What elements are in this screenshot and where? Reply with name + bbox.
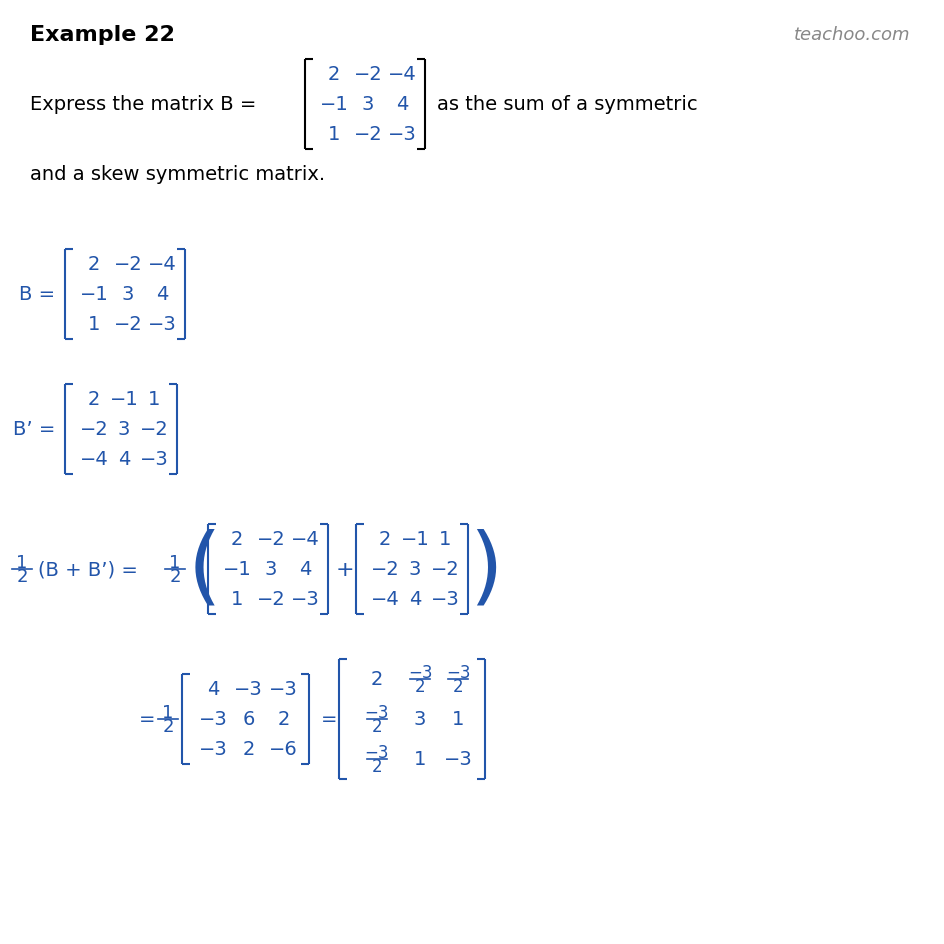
Text: 1: 1 xyxy=(162,703,174,721)
Text: 3: 3 xyxy=(409,560,421,579)
Text: 1: 1 xyxy=(451,710,464,729)
Text: −2: −2 xyxy=(257,590,285,609)
Text: 4: 4 xyxy=(409,590,421,609)
Text: −2: −2 xyxy=(257,530,285,548)
Text: 1: 1 xyxy=(147,390,160,409)
Text: −2: −2 xyxy=(113,315,143,334)
Text: 4: 4 xyxy=(207,680,219,699)
Text: −2: −2 xyxy=(353,65,382,84)
Text: 3: 3 xyxy=(118,420,130,439)
Text: −3: −3 xyxy=(199,710,228,729)
Text: 1: 1 xyxy=(230,590,243,609)
Text: 2: 2 xyxy=(452,677,463,696)
Text: −3: −3 xyxy=(364,703,389,721)
Text: −3: −3 xyxy=(291,590,319,609)
Text: 3: 3 xyxy=(122,285,134,304)
Text: −2: −2 xyxy=(140,420,168,439)
Text: (B + B’) =: (B + B’) = xyxy=(38,560,138,579)
Text: 4: 4 xyxy=(298,560,311,579)
Text: −3: −3 xyxy=(199,740,228,759)
Text: as the sum of a symmetric: as the sum of a symmetric xyxy=(436,95,697,114)
Text: −4: −4 xyxy=(147,255,177,274)
Text: −1: −1 xyxy=(110,390,138,409)
Text: 2: 2 xyxy=(277,710,290,729)
Text: −1: −1 xyxy=(400,530,429,548)
Text: −1: −1 xyxy=(223,560,251,579)
Text: −3: −3 xyxy=(443,750,472,768)
Text: −4: −4 xyxy=(370,590,399,609)
Text: 4: 4 xyxy=(396,95,408,114)
Text: 6: 6 xyxy=(242,710,255,729)
Text: −4: −4 xyxy=(291,530,319,548)
Text: 3: 3 xyxy=(362,95,374,114)
Text: −4: −4 xyxy=(387,65,416,84)
Text: Example 22: Example 22 xyxy=(30,25,175,45)
Text: 2: 2 xyxy=(169,567,180,585)
Text: 1: 1 xyxy=(16,553,27,571)
Text: 2: 2 xyxy=(370,670,382,689)
Text: teachoo.com: teachoo.com xyxy=(793,26,909,44)
Text: −3: −3 xyxy=(387,126,416,144)
Text: 4: 4 xyxy=(156,285,168,304)
Text: 2: 2 xyxy=(162,717,174,735)
Text: (: ( xyxy=(188,528,221,611)
Text: −3: −3 xyxy=(407,664,431,682)
Text: 3: 3 xyxy=(264,560,277,579)
Text: 2: 2 xyxy=(242,740,255,759)
Text: 2: 2 xyxy=(379,530,391,548)
Text: 2: 2 xyxy=(16,567,27,585)
Text: +: + xyxy=(336,560,354,580)
Text: −3: −3 xyxy=(446,664,470,682)
Text: =: = xyxy=(139,710,155,729)
Text: 1: 1 xyxy=(328,126,340,144)
Text: −2: −2 xyxy=(370,560,399,579)
Text: 2: 2 xyxy=(88,390,100,409)
Text: −3: −3 xyxy=(364,743,389,761)
Text: 1: 1 xyxy=(438,530,450,548)
Text: 3: 3 xyxy=(413,710,426,729)
Text: 1: 1 xyxy=(413,750,426,768)
Text: −4: −4 xyxy=(79,450,109,469)
Text: B’ =: B’ = xyxy=(12,420,55,439)
Text: −3: −3 xyxy=(140,450,168,469)
Text: 2: 2 xyxy=(371,717,382,735)
Text: −6: −6 xyxy=(269,740,297,759)
Text: 2: 2 xyxy=(88,255,100,274)
Text: ): ) xyxy=(468,528,502,611)
Text: −2: −2 xyxy=(113,255,143,274)
Text: B =: B = xyxy=(19,285,55,304)
Text: −1: −1 xyxy=(319,95,348,114)
Text: −2: −2 xyxy=(79,420,109,439)
Text: 1: 1 xyxy=(169,553,180,571)
Text: −2: −2 xyxy=(353,126,382,144)
Text: −1: −1 xyxy=(79,285,109,304)
Text: −3: −3 xyxy=(234,680,262,699)
Text: Express the matrix B =: Express the matrix B = xyxy=(30,95,256,114)
Text: 2: 2 xyxy=(230,530,243,548)
Text: 2: 2 xyxy=(371,757,382,775)
Text: −3: −3 xyxy=(430,590,459,609)
Text: 2: 2 xyxy=(328,65,340,84)
Text: −2: −2 xyxy=(430,560,459,579)
Text: −3: −3 xyxy=(269,680,297,699)
Text: −3: −3 xyxy=(147,315,177,334)
Text: 2: 2 xyxy=(414,677,425,696)
Text: 1: 1 xyxy=(88,315,100,334)
Text: and a skew symmetric matrix.: and a skew symmetric matrix. xyxy=(30,165,325,184)
Text: 4: 4 xyxy=(118,450,130,469)
Text: =: = xyxy=(321,710,337,729)
